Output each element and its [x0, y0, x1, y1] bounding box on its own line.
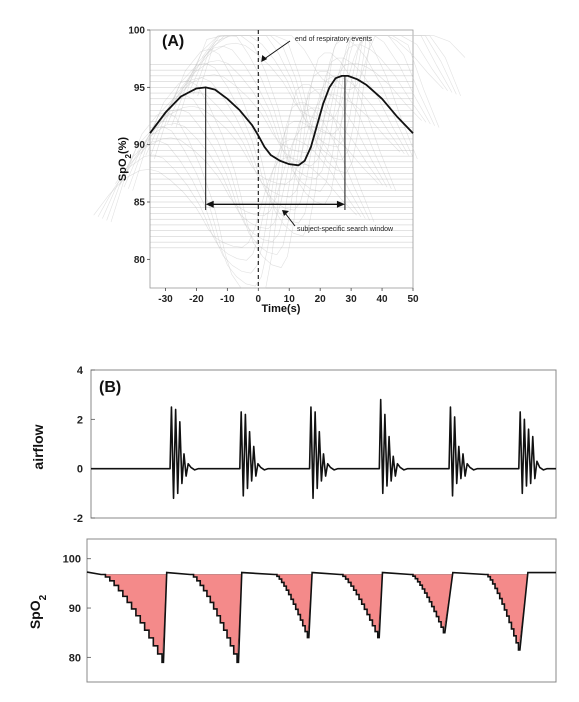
pointer-search-window	[284, 212, 296, 227]
y-tick-label: -2	[73, 513, 83, 525]
mean-spo2-line	[149, 74, 414, 167]
background-trace	[201, 35, 466, 90]
background-trace	[106, 102, 370, 287]
panel-b-airflow-series	[91, 398, 556, 500]
background-trace	[93, 157, 357, 248]
arrowhead-left	[205, 200, 214, 208]
background-trace	[136, 94, 401, 185]
x-tick-label: -10	[220, 294, 235, 305]
x-tick-label: 0	[256, 294, 262, 305]
background-trace	[149, 39, 414, 224]
x-tick-label: 20	[315, 294, 327, 305]
panel-a-plot-area	[149, 29, 414, 289]
panel-a-ylabel: SpO2(%)	[117, 137, 133, 182]
y-tick-label: 2	[77, 414, 83, 426]
y-tick-label: 85	[134, 198, 146, 209]
pointer-head	[282, 210, 289, 216]
pointer-end-of-events	[263, 40, 291, 60]
panel-b-spo2: 80 90 100 SpO2	[27, 538, 557, 683]
annotation-end-of-events: end of respiratory events	[295, 36, 373, 43]
annotation-search-window: subject-specific search window	[297, 226, 394, 233]
panel-a-gridlines	[150, 64, 413, 249]
panel-b-label: (B)	[99, 379, 121, 396]
panel-a-annotations: end of respiratory events subject-specif…	[295, 36, 394, 233]
background-trace	[128, 70, 392, 255]
y-tick-label: 80	[69, 652, 81, 664]
panel-a-xlabel: Time(s)	[262, 303, 301, 315]
y-tick-label: 4	[77, 365, 84, 377]
x-tick-label: 40	[376, 294, 388, 305]
background-trace	[162, 44, 427, 166]
y-tick-label: 80	[134, 255, 146, 266]
x-tick-label: 50	[407, 294, 419, 305]
panel-a-label: (A)	[162, 33, 184, 50]
panel-b-airflow-frame	[90, 369, 557, 519]
background-trace	[145, 57, 409, 211]
x-tick-label: -20	[189, 294, 204, 305]
panel-b-spo2-ticks: 80 90 100	[63, 554, 91, 664]
panel-a-ticks: -30 -20 -10 0 10 20 30 40 50 80 85 90 95 100	[128, 26, 419, 306]
panel-a-spo2-average: -30 -20 -10 0 10 20 30 40 50 80 85 90 95 100 (A) Time…	[93, 26, 466, 315]
panel-b-spo2-series	[86, 571, 556, 664]
spo2-line	[86, 571, 556, 664]
x-tick-label: 30	[346, 294, 358, 305]
y-tick-label: 90	[134, 140, 146, 151]
y-tick-label: 0	[77, 464, 83, 476]
background-trace	[102, 120, 366, 274]
x-tick-label: -30	[158, 294, 173, 305]
x-tick-label: 10	[284, 294, 296, 305]
panel-b-spo2-ylabel: SpO2	[27, 594, 49, 629]
airflow-line	[91, 398, 556, 500]
y-tick-label: 100	[128, 26, 145, 37]
y-tick-label: 90	[69, 603, 81, 615]
arrowhead-right	[336, 200, 345, 208]
panel-b-airflow: -2 0 2 4 (B) airflow	[30, 365, 557, 525]
y-tick-label: 95	[134, 83, 146, 94]
y-tick-label: 100	[63, 554, 81, 566]
panel-b-airflow-ylabel: airflow	[30, 424, 46, 469]
pointer-head	[261, 55, 268, 62]
background-trace	[97, 139, 362, 261]
panel-a-series	[149, 30, 414, 288]
